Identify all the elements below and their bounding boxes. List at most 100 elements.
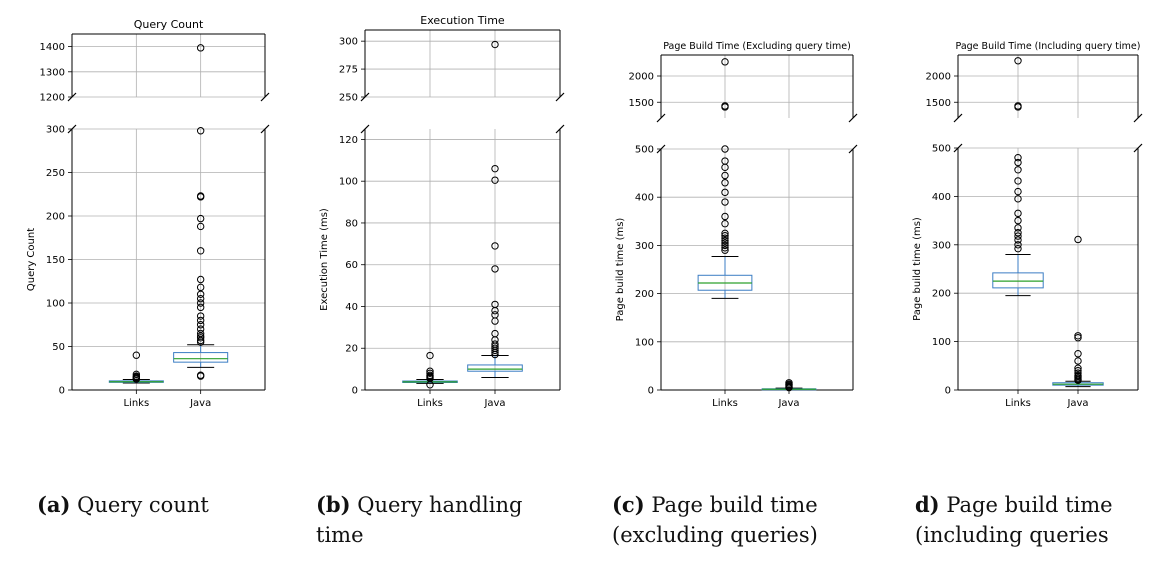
outlier-point — [721, 232, 729, 240]
y-tick-label: 0 — [352, 386, 358, 397]
outlier-point — [721, 244, 729, 252]
y-tick-label: 1200 — [40, 93, 65, 104]
y-tick-label: 0 — [648, 386, 654, 397]
box-java — [761, 379, 817, 392]
outlier-point — [132, 370, 141, 379]
caption-d-tag: d) — [915, 492, 940, 517]
y-tick-label: 200 — [46, 212, 65, 223]
outlier-point — [196, 312, 205, 320]
x-tick-label: Links — [1005, 398, 1031, 409]
y-tick-label: 20 — [345, 344, 358, 355]
outlier-point — [1014, 224, 1022, 232]
axis-break-mark — [360, 124, 370, 134]
outlier-point — [721, 241, 729, 250]
outlier-point — [196, 316, 205, 325]
caption-d-text: Page build time (including queries — [915, 493, 1113, 547]
y-axis-label: Page build time (ms) — [912, 217, 923, 321]
y-tick-label: 1500 — [629, 98, 654, 109]
axis-break-mark — [555, 92, 565, 102]
outlier-point — [721, 212, 729, 221]
outlier-point — [196, 275, 205, 284]
box-iqr — [467, 364, 523, 372]
y-tick-label: 300 — [339, 37, 358, 48]
outlier-point — [721, 157, 729, 165]
y-tick-label: 300 — [932, 240, 951, 251]
box-links — [992, 57, 1044, 297]
outlier-point — [721, 179, 729, 187]
axis-break-mark — [953, 113, 963, 123]
x-tick-label: Java — [483, 398, 505, 409]
outlier-point — [196, 44, 205, 52]
caption-a-text: Query count — [77, 493, 209, 517]
x-tick-label: Links — [712, 398, 738, 409]
outlier-point — [1014, 102, 1022, 110]
outlier-point — [1074, 334, 1082, 342]
outlier-point — [196, 336, 205, 345]
outlier-point — [1014, 236, 1022, 244]
outlier-point — [1014, 232, 1022, 240]
outlier-point — [1074, 235, 1082, 244]
axis-break-mark — [67, 124, 77, 134]
outlier-point — [721, 145, 729, 153]
y-axis-label: Execution Time (ms) — [319, 208, 330, 311]
outlier-point — [491, 300, 499, 309]
outlier-point — [1014, 177, 1022, 185]
axis-break-mark — [1133, 143, 1143, 153]
outlier-point — [1074, 357, 1082, 365]
outlier-point — [1074, 364, 1082, 372]
outlier-point — [426, 367, 434, 375]
y-axis-label: Page build time (ms) — [615, 218, 626, 322]
y-tick-label: 40 — [345, 302, 358, 313]
figure-canvas: Query Count12001300140005010015020025030… — [26, 14, 1143, 409]
chart-title: Execution Time — [420, 14, 505, 27]
axis-break-mark — [656, 144, 666, 154]
outlier-point — [1014, 241, 1022, 249]
box-java — [467, 40, 523, 378]
caption-c-tag: (c) — [612, 492, 645, 517]
outlier-point — [1074, 371, 1082, 380]
outlier-point — [491, 344, 499, 352]
outlier-point — [426, 371, 434, 380]
outlier-point — [721, 171, 729, 180]
x-tick-label: Links — [123, 398, 149, 409]
box-java — [173, 44, 229, 380]
outlier-point — [1014, 229, 1022, 237]
outlier-point — [196, 321, 205, 329]
outlier-point — [196, 325, 205, 333]
outlier-point — [196, 299, 205, 307]
box-links — [108, 351, 164, 384]
y-tick-label: 300 — [46, 125, 65, 136]
y-tick-label: 275 — [339, 65, 358, 76]
y-tick-label: 400 — [635, 193, 654, 204]
axis-break-mark — [848, 144, 858, 154]
axis-break-mark — [953, 143, 963, 153]
outlier-point — [1014, 166, 1022, 174]
y-tick-label: 100 — [46, 299, 65, 310]
chart-title: Page Build Time (Excluding query time) — [663, 41, 851, 52]
outlier-point — [196, 290, 205, 298]
y-tick-label: 300 — [635, 241, 654, 252]
outlier-point — [196, 329, 205, 338]
outlier-point — [1014, 195, 1022, 203]
caption-a: (a) Query count — [37, 490, 267, 520]
outlier-point — [196, 192, 205, 200]
outlier-point — [1014, 153, 1022, 162]
y-tick-label: 2000 — [629, 72, 654, 83]
outlier-point — [426, 351, 434, 360]
outlier-point — [491, 340, 499, 348]
outlier-point — [1014, 57, 1022, 65]
outlier-point — [491, 265, 499, 273]
outlier-point — [491, 40, 499, 49]
outlier-point — [196, 214, 205, 223]
outlier-point — [1014, 216, 1022, 225]
caption-a-tag: (a) — [37, 492, 71, 517]
outlier-point — [721, 234, 729, 242]
outlier-point — [721, 246, 729, 254]
axis-break-mark — [1133, 113, 1143, 123]
axis-break-mark — [360, 92, 370, 102]
y-tick-label: 200 — [635, 289, 654, 300]
box-links — [402, 351, 458, 389]
y-tick-label: 50 — [52, 342, 65, 353]
y-tick-label: 250 — [46, 168, 65, 179]
outlier-point — [491, 242, 499, 250]
